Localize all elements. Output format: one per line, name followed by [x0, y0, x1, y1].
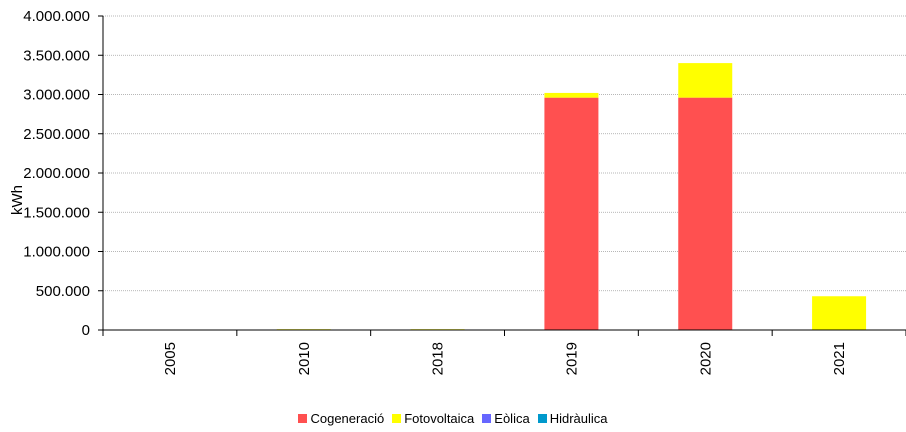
y-tick-label: 2.000.000	[23, 165, 90, 182]
y-tick-label: 3.000.000	[23, 87, 90, 104]
legend-label: Hidràulica	[549, 411, 608, 426]
y-tick-label: 500.000	[36, 283, 90, 300]
x-tick-label: 2019	[563, 342, 580, 375]
y-tick-labels: 0 500.000 1.000.000 1.500.000 2.000.000 2.500…	[23, 8, 90, 339]
legend: Cogeneració Fotovoltaica Eòlica Hidràulica	[0, 411, 906, 426]
legend-swatch	[482, 414, 492, 423]
x-tick-label: 2010	[296, 342, 313, 375]
legend-item: Eòlica	[482, 411, 530, 426]
axes	[98, 15, 906, 336]
x-tick-label: 2020	[697, 342, 714, 375]
y-tick-label: 1.000.000	[23, 244, 90, 261]
legend-item: Fotovoltaica	[392, 411, 474, 426]
y-tick-label: 0	[82, 322, 90, 339]
legend-swatch	[298, 414, 308, 423]
bar-fotovoltaica	[544, 92, 599, 98]
legend-swatch	[392, 414, 402, 423]
bar-cogeneració	[678, 97, 733, 330]
legend-label: Cogeneració	[310, 411, 385, 426]
y-tick-label: 3.500.000	[23, 47, 90, 64]
bar-fotovoltaica	[678, 63, 733, 98]
legend-item: Cogeneració	[298, 411, 384, 426]
x-tick-label: 2005	[162, 342, 179, 375]
y-tick-label: 2.500.000	[23, 126, 90, 143]
y-axis-title: kWh	[9, 185, 26, 215]
bar-cogeneració	[544, 97, 599, 330]
y-tick-label: 4.000.000	[23, 8, 90, 25]
bar-fotovoltaica	[812, 296, 867, 330]
x-tick-label: 2021	[831, 342, 848, 375]
legend-label: Eòlica	[494, 411, 530, 426]
gridlines	[103, 15, 906, 292]
x-tick-label: 2018	[430, 342, 447, 375]
legend-swatch	[537, 414, 547, 423]
legend-label: Fotovoltaica	[404, 411, 475, 426]
y-tick-label: 1.500.000	[23, 204, 90, 221]
legend-item: Hidràulica	[537, 411, 608, 426]
bars	[276, 63, 867, 330]
x-tick-labels: 2005 2010 2018 2019 2020 2021	[162, 342, 848, 375]
